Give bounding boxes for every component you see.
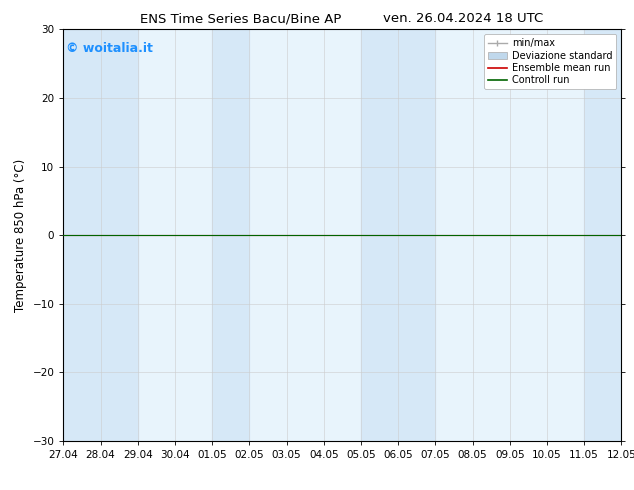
Bar: [63, 29, 138, 441]
Text: ven. 26.04.2024 18 UTC: ven. 26.04.2024 18 UTC: [383, 12, 543, 25]
Bar: [361, 29, 436, 441]
Y-axis label: Temperature 850 hPa (°C): Temperature 850 hPa (°C): [14, 159, 27, 312]
Bar: [212, 29, 249, 441]
Bar: [584, 29, 634, 441]
Text: ENS Time Series Bacu/Bine AP: ENS Time Series Bacu/Bine AP: [140, 12, 342, 25]
Legend: min/max, Deviazione standard, Ensemble mean run, Controll run: min/max, Deviazione standard, Ensemble m…: [484, 34, 616, 89]
Text: © woitalia.it: © woitalia.it: [66, 42, 153, 55]
